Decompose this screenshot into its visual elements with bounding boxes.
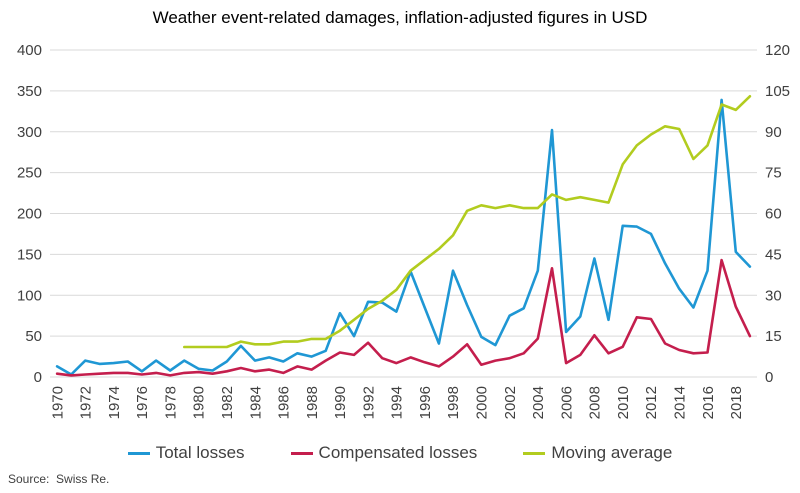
x-axis-tick-label: 2018 xyxy=(728,386,745,419)
source-note: Source: Swiss Re. xyxy=(8,472,110,486)
y-axis-right-tick-label: 0 xyxy=(765,369,773,386)
legend-item-moving-average: Moving average xyxy=(523,443,672,463)
x-axis-tick-label: 1998 xyxy=(445,386,462,419)
chart-title: Weather event-related damages, inflation… xyxy=(152,8,648,27)
legend: Total losses Compensated losses Moving a… xyxy=(0,443,800,463)
series-line-moving-average xyxy=(183,95,752,349)
y-axis-right-tick-label: 30 xyxy=(765,287,782,304)
x-axis-tick-label: 1990 xyxy=(332,386,349,419)
legend-label-moving-average: Moving average xyxy=(551,443,673,462)
series-line-total-losses xyxy=(55,98,752,376)
total-losses-line-swatch xyxy=(127,451,150,455)
x-axis-tick-label: 1972 xyxy=(78,386,95,419)
y-axis-right-tick-label: 120 xyxy=(765,42,790,59)
x-axis-tick-label: 1992 xyxy=(360,386,377,419)
y-axis-right-tick-label: 105 xyxy=(765,83,790,100)
y-axis-left-tick-label: 50 xyxy=(25,328,42,345)
x-axis-tick-label: 1996 xyxy=(417,386,434,419)
x-axis-tick-label: 2006 xyxy=(558,386,575,419)
x-axis-tick-label: 1986 xyxy=(276,386,293,419)
y-axis-left-tick-label: 250 xyxy=(17,165,42,182)
y-axis-left-tick-label: 350 xyxy=(17,83,42,100)
x-axis-tick-label: 1988 xyxy=(304,386,321,419)
x-axis-tick-label: 1984 xyxy=(247,386,264,419)
x-axis-tick-label: 1974 xyxy=(106,386,123,419)
y-axis-right-tick-label: 60 xyxy=(765,206,782,223)
x-axis-tick-label: 1978 xyxy=(162,386,179,419)
x-axis-tick-label: 2004 xyxy=(530,386,547,419)
y-axis-left-tick-label: 200 xyxy=(17,206,42,223)
compensated-losses-line-swatch xyxy=(290,451,313,455)
y-axis-right-tick-label: 75 xyxy=(765,165,782,182)
series-line-compensated-losses xyxy=(55,258,752,377)
y-axis-left-tick-label: 150 xyxy=(17,246,42,263)
y-axis-right-tick-label: 15 xyxy=(765,328,782,345)
legend-item-total-losses: Total losses xyxy=(127,443,245,463)
x-axis-tick-label: 2000 xyxy=(474,386,491,419)
y-axis-left-tick-label: 400 xyxy=(17,42,42,59)
x-axis-tick-label: 1976 xyxy=(134,386,151,419)
legend-label-compensated-losses: Compensated losses xyxy=(318,443,478,462)
y-axis-right-tick-label: 90 xyxy=(765,124,782,141)
x-axis-tick-label: 2012 xyxy=(643,386,660,419)
y-axis-left-tick-label: 300 xyxy=(17,124,42,141)
y-axis-left-tick-label: 100 xyxy=(17,287,42,304)
y-axis-left-tick-label: 0 xyxy=(34,369,42,386)
x-axis-tick-label: 1970 xyxy=(49,386,66,419)
x-axis-tick-label: 2008 xyxy=(587,386,604,419)
x-axis-tick-label: 2016 xyxy=(700,386,717,419)
x-axis-tick-label: 2002 xyxy=(502,386,519,419)
x-axis-tick-label: 1980 xyxy=(191,386,208,419)
moving-average-line-swatch xyxy=(523,451,546,455)
x-axis-tick-label: 1982 xyxy=(219,386,236,419)
x-axis-tick-label: 2014 xyxy=(671,386,688,419)
y-axis-right-tick-label: 45 xyxy=(765,246,782,263)
x-axis-tick-label: 1994 xyxy=(389,386,406,419)
legend-label-total-losses: Total losses xyxy=(155,443,245,462)
x-axis-tick-label: 2010 xyxy=(615,386,632,419)
legend-item-compensated-losses: Compensated losses xyxy=(290,443,478,463)
